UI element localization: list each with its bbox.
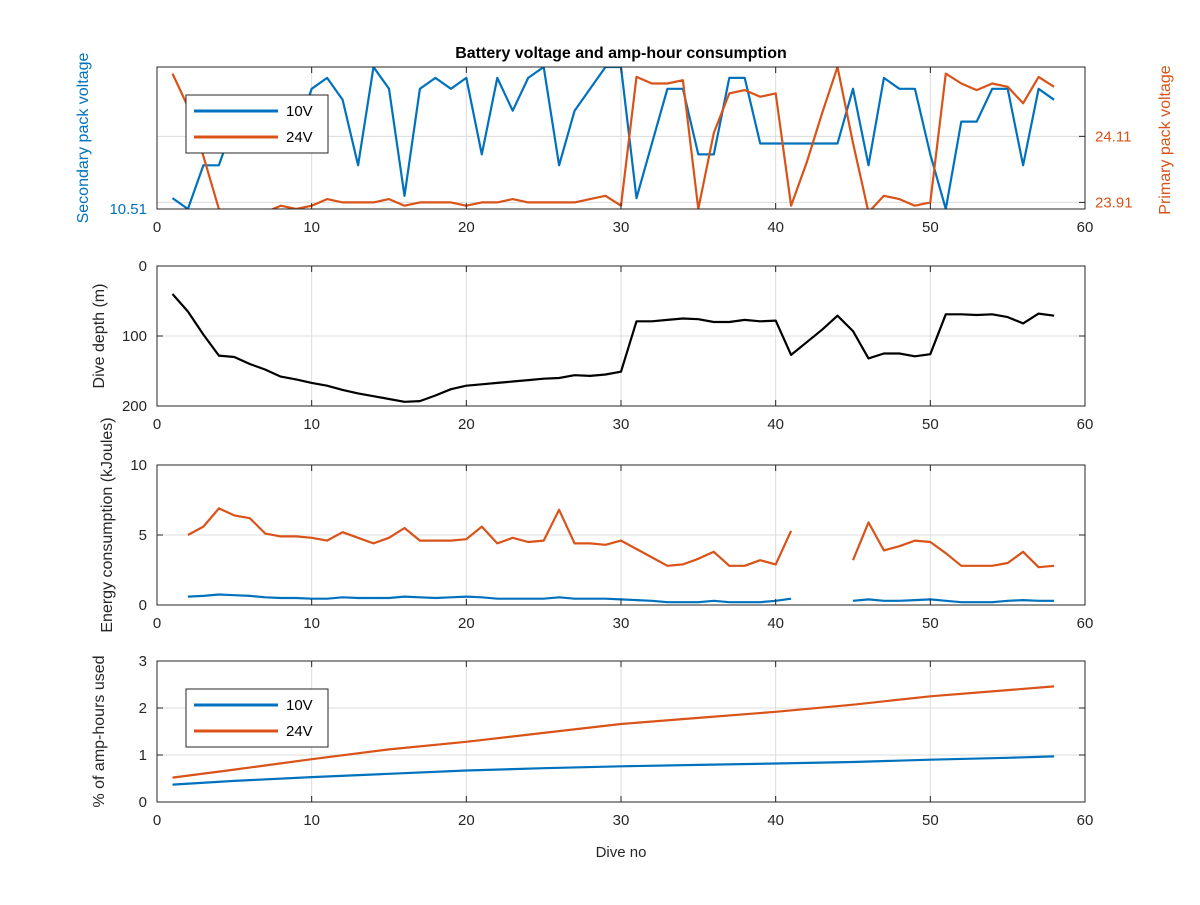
- y-tick-label: 1: [139, 747, 147, 764]
- series-line-series-1: [187, 593, 1055, 604]
- y-tick-label: 10.51: [109, 201, 147, 218]
- x-tick-label: 60: [1077, 416, 1094, 433]
- x-tick-label: 10: [303, 219, 320, 236]
- x-tick-label: 30: [613, 615, 630, 632]
- x-tick-label: 30: [613, 219, 630, 236]
- legend: 10V 24V: [185, 688, 329, 748]
- y-tick-label: 3: [139, 653, 147, 670]
- y-axis-label: % of amp-hours used: [91, 655, 108, 807]
- y-tick-label: 0: [139, 794, 147, 811]
- x-tick-label: 10: [303, 416, 320, 433]
- series-line-24V: [171, 67, 1055, 209]
- y-tick-label-right: 24.11: [1095, 128, 1131, 145]
- y-axis-label: Energy consumption (kJoules): [99, 417, 116, 632]
- y-tick-label: 0: [139, 597, 147, 614]
- y-tick-label: 200: [122, 398, 147, 415]
- x-tick-label: 20: [458, 416, 475, 433]
- x-tick-label: 50: [922, 219, 939, 236]
- panel-4: 0 10 20 30 40 50 60 0 1 2 3 % of amp-hours used Dive…: [91, 653, 1093, 861]
- legend: 10V 24V: [185, 94, 329, 154]
- x-tick-label: 30: [613, 416, 630, 433]
- y-tick-label: 5: [139, 527, 147, 544]
- x-tick-label: 20: [458, 219, 475, 236]
- x-tick-label: 20: [458, 812, 475, 829]
- x-tick-label: 60: [1077, 812, 1094, 829]
- legend-label: 10V: [286, 697, 313, 714]
- y-axis-label: Dive depth (m): [91, 284, 108, 389]
- legend-label: 24V: [286, 129, 313, 146]
- x-tick-label: 50: [922, 812, 939, 829]
- panel-3: 0 10 20 30 40 50 60 0 5 10 Energy consumption (kJo…: [99, 417, 1093, 632]
- x-tick-label: 40: [767, 219, 784, 236]
- y-tick-label: 2: [139, 700, 147, 717]
- y-axis-label: Secondary pack voltage: [75, 53, 92, 224]
- x-axis-label: Dive no: [596, 844, 647, 861]
- series-line-series-2: [187, 507, 1055, 569]
- x-tick-label: 40: [767, 812, 784, 829]
- series-line-24V: [172, 685, 1055, 779]
- y-tick-label-right: 23.91: [1095, 194, 1133, 211]
- panel-2: 0 10 20 30 40 50 60 0 100 200 Dive depth (m): [91, 258, 1093, 433]
- x-tick-label: 50: [922, 615, 939, 632]
- legend-box: [185, 688, 329, 748]
- x-tick-label: 0: [153, 416, 161, 433]
- legend-label: 24V: [286, 723, 313, 740]
- y-axis-label-right: Primary pack voltage: [1157, 65, 1174, 214]
- y-tick-label: 0: [139, 258, 147, 275]
- x-tick-label: 60: [1077, 219, 1094, 236]
- x-tick-label: 0: [153, 219, 161, 236]
- x-tick-label: 20: [458, 615, 475, 632]
- legend-label: 10V: [286, 103, 313, 120]
- x-tick-label: 0: [153, 615, 161, 632]
- y-tick-label: 10: [130, 457, 147, 474]
- x-tick-label: 60: [1077, 615, 1094, 632]
- legend-box: [185, 94, 329, 154]
- y-tick-label: 100: [122, 328, 147, 345]
- chart-title: Battery voltage and amp-hour consumption: [455, 45, 787, 62]
- series-line-series-1: [171, 293, 1055, 403]
- series-line-10V: [172, 755, 1055, 786]
- series-line-10V: [171, 67, 1055, 209]
- x-tick-label: 10: [303, 812, 320, 829]
- x-tick-label: 0: [153, 812, 161, 829]
- x-tick-label: 30: [613, 812, 630, 829]
- x-tick-label: 50: [922, 416, 939, 433]
- x-tick-label: 10: [303, 615, 320, 632]
- panel-1: 0 10 20 30 40 50 60 10.51 23.91 24.11 Secondary pa…: [75, 45, 1174, 236]
- x-tick-label: 40: [767, 416, 784, 433]
- x-tick-label: 40: [767, 615, 784, 632]
